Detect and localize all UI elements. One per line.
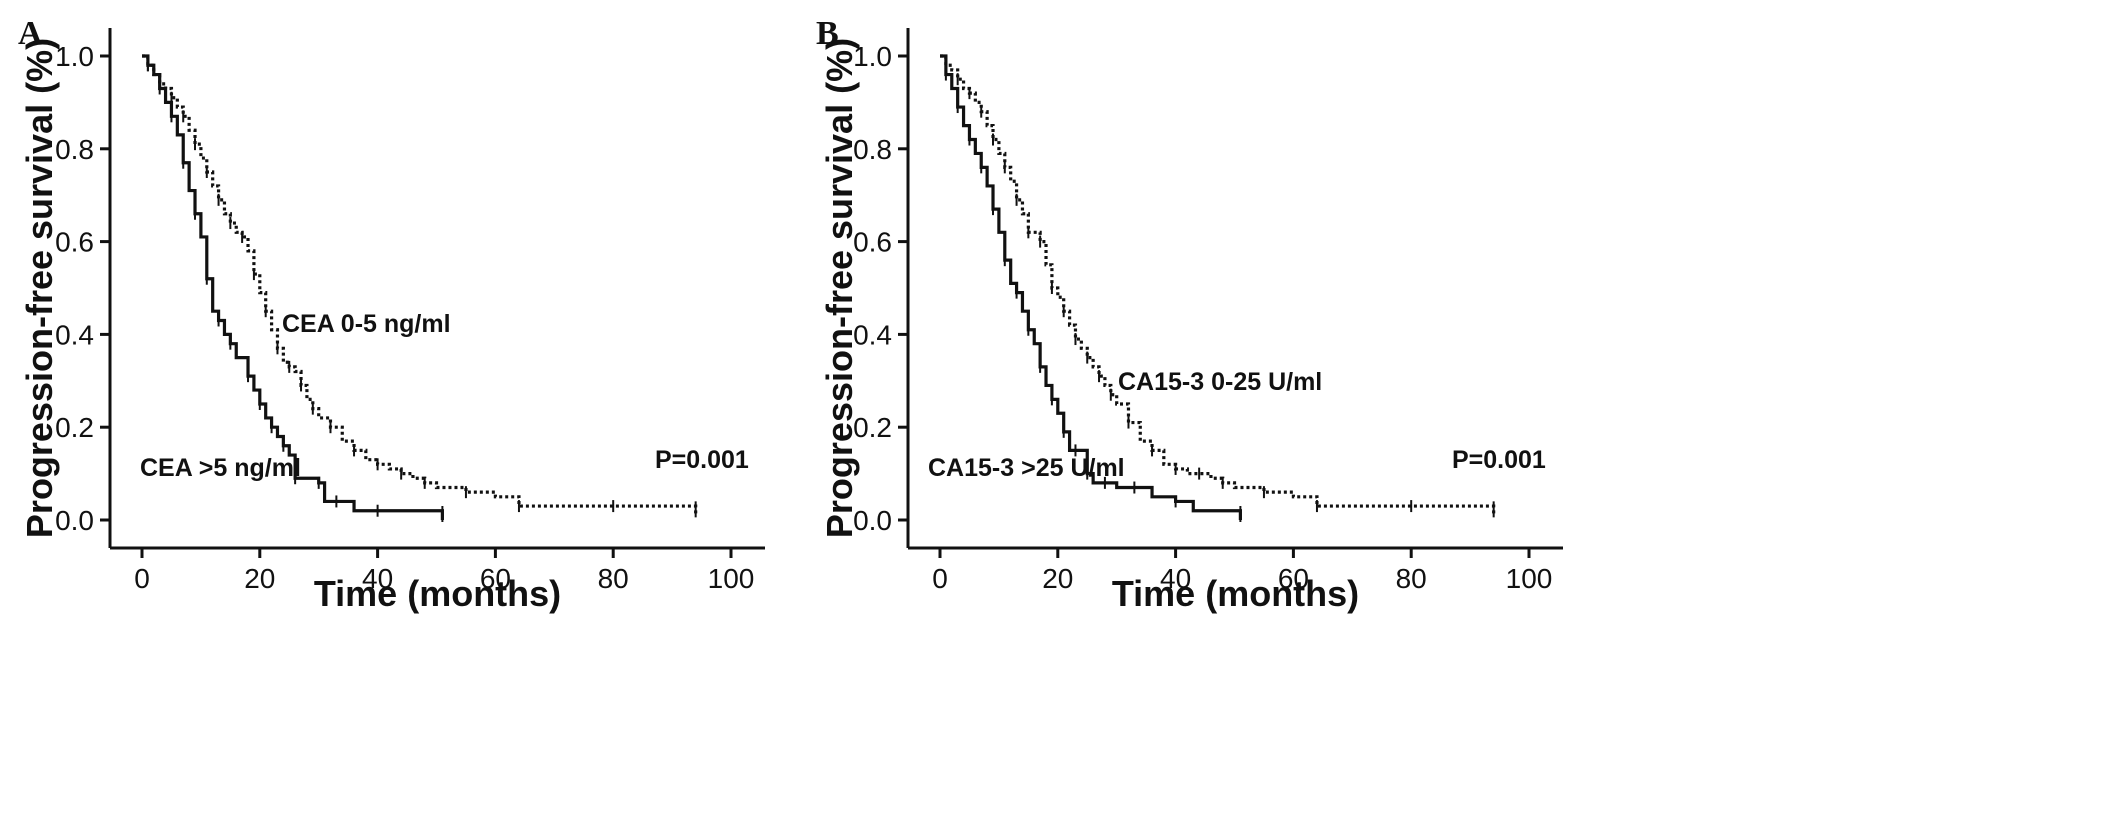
panel-label: B [816, 15, 839, 52]
y-tick-label: 0.4 [55, 319, 94, 350]
km-curve-dotted [142, 54, 698, 516]
y-tick-label: 0.8 [55, 134, 94, 165]
x-tick-label: 20 [244, 563, 275, 594]
y-tick-label: 0.6 [55, 227, 94, 258]
y-tick-label: 0.6 [853, 227, 892, 258]
y-tick-label: 0.8 [853, 134, 892, 165]
x-tick-label: 40 [362, 563, 393, 594]
chart-panel-b: B 0.0 0.2 0.4 0.6 0.8 1.0 0 20 40 60 80 100 Time (mon… [816, 15, 1563, 614]
x-axis-title: Time (months) [314, 573, 561, 614]
x-tick-label: 100 [1506, 563, 1553, 594]
y-tick-label: 0.4 [853, 319, 892, 350]
series-label-solid: CA15-3 >25 U/ml [928, 454, 1125, 482]
y-tick-label: 0.2 [853, 412, 892, 443]
x-tick-label: 0 [932, 563, 948, 594]
panel-label: A [18, 15, 43, 52]
x-tick-label: 100 [708, 563, 755, 594]
y-tick-label: 1.0 [853, 41, 892, 72]
y-tick-label: 0.0 [853, 505, 892, 536]
y-axis-title: Progression-free survival (%) [819, 38, 860, 538]
chart-panel-a: A 0.0 0.2 0.4 0.6 0.8 1.0 0 20 40 60 80 100 Time (mon… [18, 15, 765, 614]
y-tick-label: 0.2 [55, 412, 94, 443]
y-axis-title: Progression-free survival (%) [19, 38, 60, 538]
x-tick-label: 20 [1042, 563, 1073, 594]
km-curve-dotted [940, 54, 1496, 516]
y-tick-label: 0.0 [55, 505, 94, 536]
x-tick-label: 60 [480, 563, 511, 594]
x-axis-title: Time (months) [1112, 573, 1359, 614]
x-tick-label: 80 [598, 563, 629, 594]
x-tick-label: 0 [134, 563, 150, 594]
series-label-dotted: CA15-3 0-25 U/ml [1118, 368, 1322, 396]
series-label-solid: CEA >5 ng/ml [140, 454, 301, 482]
p-value-label: P=0.001 [655, 446, 749, 474]
km-curve-solid [142, 54, 444, 520]
y-tick-label: 1.0 [55, 41, 94, 72]
km-curve-solid [940, 54, 1242, 520]
series-label-dotted: CEA 0-5 ng/ml [282, 310, 451, 338]
p-value-label: P=0.001 [1452, 446, 1546, 474]
x-tick-label: 40 [1160, 563, 1191, 594]
x-tick-label: 60 [1278, 563, 1309, 594]
x-tick-label: 80 [1396, 563, 1427, 594]
